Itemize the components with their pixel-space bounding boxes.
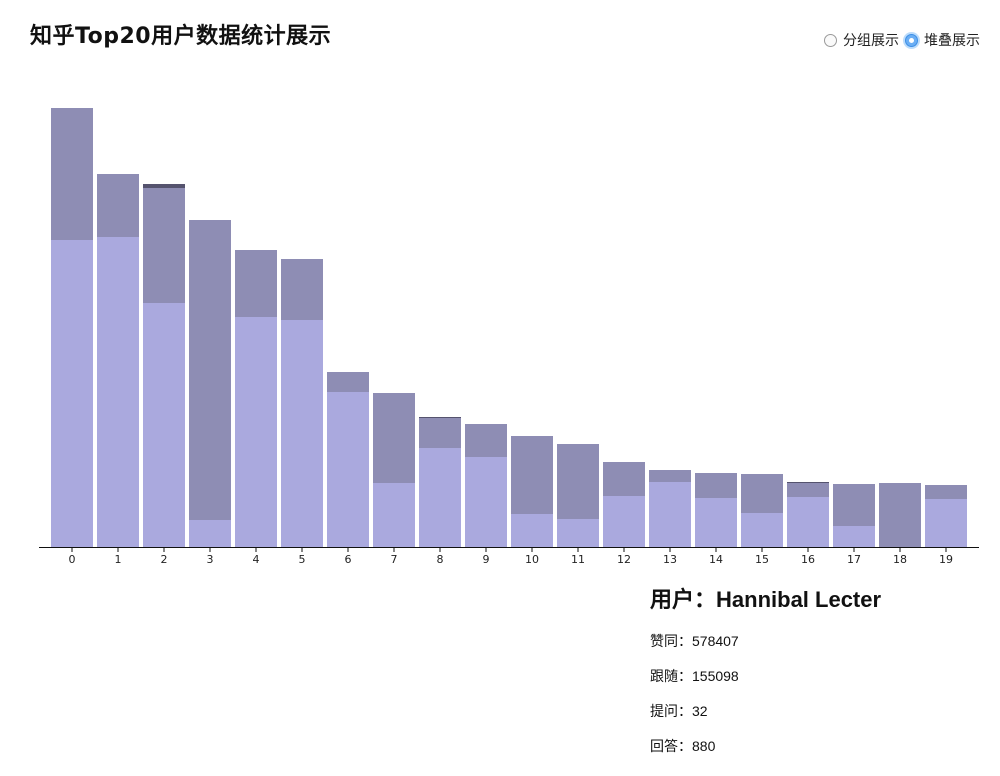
bar-4-segment-0[interactable] xyxy=(235,317,277,547)
info-row-questions: 提问：32 xyxy=(650,702,881,737)
info-questions-value: 32 xyxy=(692,703,708,719)
x-tick-label-0: 0 xyxy=(69,553,76,566)
bar-16-segment-1[interactable] xyxy=(787,483,829,497)
bar-14-segment-1[interactable] xyxy=(695,473,737,498)
page-title: 知乎Top20用户数据统计展示 xyxy=(30,24,332,49)
info-upvotes-value: 578407 xyxy=(692,633,739,649)
x-tick-label-1: 1 xyxy=(115,553,122,566)
bar-11-segment-1[interactable] xyxy=(557,444,599,519)
bar-0-segment-1[interactable] xyxy=(51,108,93,240)
bar-11-segment-0[interactable] xyxy=(557,519,599,547)
x-tick-label-5: 5 xyxy=(299,553,306,566)
bar-14-segment-0[interactable] xyxy=(695,498,737,547)
x-tick-label-8: 8 xyxy=(437,553,444,566)
grouped-mode-radio[interactable]: 分组展示 xyxy=(824,30,899,50)
info-questions-label: 提问： xyxy=(650,703,692,719)
bar-1-segment-0[interactable] xyxy=(97,237,139,547)
x-tick-label-13: 13 xyxy=(663,553,677,566)
info-answers-value: 880 xyxy=(692,738,716,754)
bar-1-segment-1[interactable] xyxy=(97,174,139,237)
bar-6-segment-1[interactable] xyxy=(327,372,369,392)
bar-9-segment-0[interactable] xyxy=(465,457,507,547)
bar-12-segment-0[interactable] xyxy=(603,496,645,547)
display-mode-controls: 分组展示 堆叠展示 xyxy=(818,30,980,50)
bar-5-segment-1[interactable] xyxy=(281,259,323,320)
x-tick-label-6: 6 xyxy=(345,553,352,566)
bar-17-segment-0[interactable] xyxy=(833,526,875,547)
x-tick-label-3: 3 xyxy=(207,553,214,566)
stacked-bar-chart: 0 1 2 3 4 5 6 7 8 9 10 11 12 13 14 15 16 17 18 19 xyxy=(39,108,979,566)
bar-6-segment-0[interactable] xyxy=(327,392,369,547)
bar-2-segment-2[interactable] xyxy=(143,184,185,188)
stacked-mode-label: 堆叠展示 xyxy=(924,33,980,49)
bar-15-segment-1[interactable] xyxy=(741,474,783,513)
info-user-heading: 用户： Hannibal Lecter xyxy=(650,582,881,614)
info-followers-value: 155098 xyxy=(692,668,739,684)
bar-10-segment-1[interactable] xyxy=(511,436,553,514)
x-tick-label-16: 16 xyxy=(801,553,815,566)
bar-2-segment-1[interactable] xyxy=(143,188,185,303)
grouped-radio-icon[interactable] xyxy=(824,33,837,47)
bar-19-segment-1[interactable] xyxy=(925,485,967,499)
bar-4-segment-1[interactable] xyxy=(235,250,277,317)
bar-2-segment-0[interactable] xyxy=(143,303,185,547)
stacked-mode-radio[interactable]: 堆叠展示 xyxy=(905,30,980,50)
x-tick-label-7: 7 xyxy=(391,553,398,566)
x-tick-label-10: 10 xyxy=(525,553,539,566)
bar-5-segment-0[interactable] xyxy=(281,320,323,547)
x-tick-label-9: 9 xyxy=(483,553,490,566)
bar-13-segment-0[interactable] xyxy=(649,482,691,547)
bar-16-segment-2[interactable] xyxy=(787,482,829,483)
bar-19-segment-0[interactable] xyxy=(925,499,967,547)
stacked-radio-icon[interactable] xyxy=(905,33,918,47)
bar-3-segment-0[interactable] xyxy=(189,520,231,547)
bar-15-segment-0[interactable] xyxy=(741,513,783,547)
x-tick-label-4: 4 xyxy=(253,553,260,566)
x-axis: 0 1 2 3 4 5 6 7 8 9 10 11 12 13 14 15 16 17 18 19 xyxy=(39,547,979,566)
bar-8-segment-2[interactable] xyxy=(419,417,461,418)
info-row-followers: 跟随：155098 xyxy=(650,667,881,702)
x-tick-label-17: 17 xyxy=(847,553,861,566)
bar-7-segment-0[interactable] xyxy=(373,483,415,547)
x-tick-label-11: 11 xyxy=(571,553,585,566)
x-tick-label-15: 15 xyxy=(755,553,769,566)
user-info-panel: 用户： Hannibal Lecter 赞同：578407 跟随：155098 … xyxy=(650,582,881,772)
info-answers-label: 回答： xyxy=(650,738,692,754)
bar-8-segment-0[interactable] xyxy=(419,448,461,547)
info-user-label: 用户： xyxy=(650,587,717,612)
bar-18-segment-1[interactable] xyxy=(879,483,921,547)
bar-7-segment-1[interactable] xyxy=(373,393,415,483)
bar-12-segment-1[interactable] xyxy=(603,462,645,496)
x-tick-label-19: 19 xyxy=(939,553,953,566)
info-user-name: Hannibal Lecter xyxy=(716,587,882,612)
bar-0-segment-0[interactable] xyxy=(51,240,93,547)
bars-group xyxy=(51,108,967,547)
grouped-mode-label: 分组展示 xyxy=(843,33,899,49)
bar-13-segment-1[interactable] xyxy=(649,470,691,482)
bar-8-segment-1[interactable] xyxy=(419,418,461,448)
info-row-upvotes: 赞同：578407 xyxy=(650,632,881,667)
x-tick-label-14: 14 xyxy=(709,553,723,566)
info-upvotes-label: 赞同： xyxy=(650,633,692,649)
info-followers-label: 跟随： xyxy=(650,668,692,684)
bar-16-segment-0[interactable] xyxy=(787,497,829,547)
x-tick-label-12: 12 xyxy=(617,553,631,566)
bar-9-segment-1[interactable] xyxy=(465,424,507,457)
x-tick-label-2: 2 xyxy=(161,553,168,566)
bar-3-segment-1[interactable] xyxy=(189,220,231,520)
bar-17-segment-1[interactable] xyxy=(833,484,875,526)
info-row-answers: 回答：880 xyxy=(650,737,881,772)
x-tick-label-18: 18 xyxy=(893,553,907,566)
bar-10-segment-0[interactable] xyxy=(511,514,553,547)
